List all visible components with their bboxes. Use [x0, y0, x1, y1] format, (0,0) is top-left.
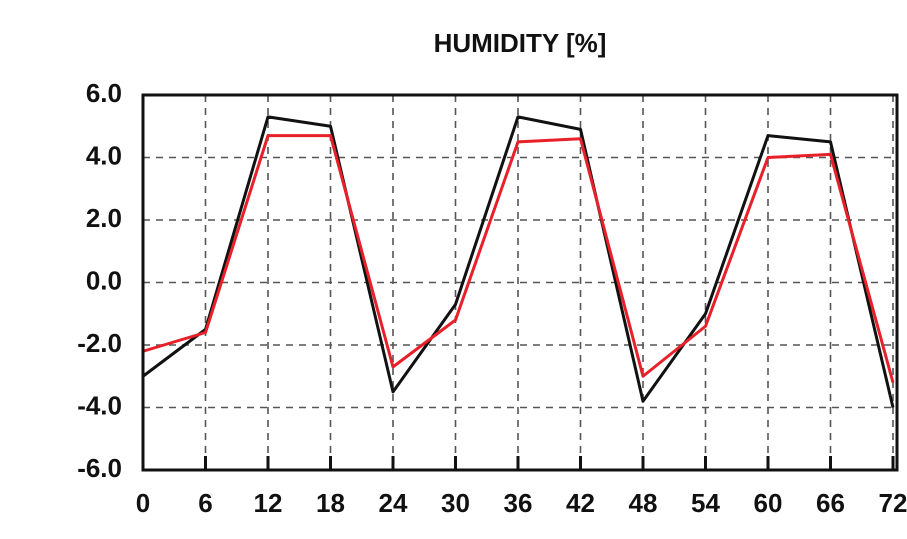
x-tick-label: 72: [879, 488, 907, 518]
chart-title: HUMIDITY [%]: [434, 28, 607, 58]
series-line: [142, 115, 895, 408]
y-tick-label: -2.0: [77, 328, 122, 358]
x-tick-label: 42: [566, 488, 595, 518]
plot-frame: [141, 93, 899, 472]
y-tick-label: 2.0: [86, 203, 122, 233]
y-tick-label: -4.0: [77, 390, 122, 420]
y-tick-label: 6.0: [86, 78, 122, 108]
x-tick-label: 48: [629, 488, 658, 518]
y-tick-label: 4.0: [86, 140, 122, 170]
x-tick-label: 60: [754, 488, 783, 518]
series-line: [142, 134, 895, 383]
y-tick-label: -6.0: [77, 453, 122, 483]
x-tick-label: 30: [441, 488, 470, 518]
y-tick-label: 0.0: [86, 265, 122, 295]
x-tick-label: 0: [136, 488, 150, 518]
x-tick-label: 18: [316, 488, 345, 518]
x-tick-label: 66: [816, 488, 845, 518]
x-tick-label: 6: [198, 488, 212, 518]
x-tick-label: 54: [691, 488, 720, 518]
x-tick-label: 12: [254, 488, 283, 518]
x-tick-label: 24: [379, 488, 408, 518]
x-tick-label: 36: [504, 488, 533, 518]
